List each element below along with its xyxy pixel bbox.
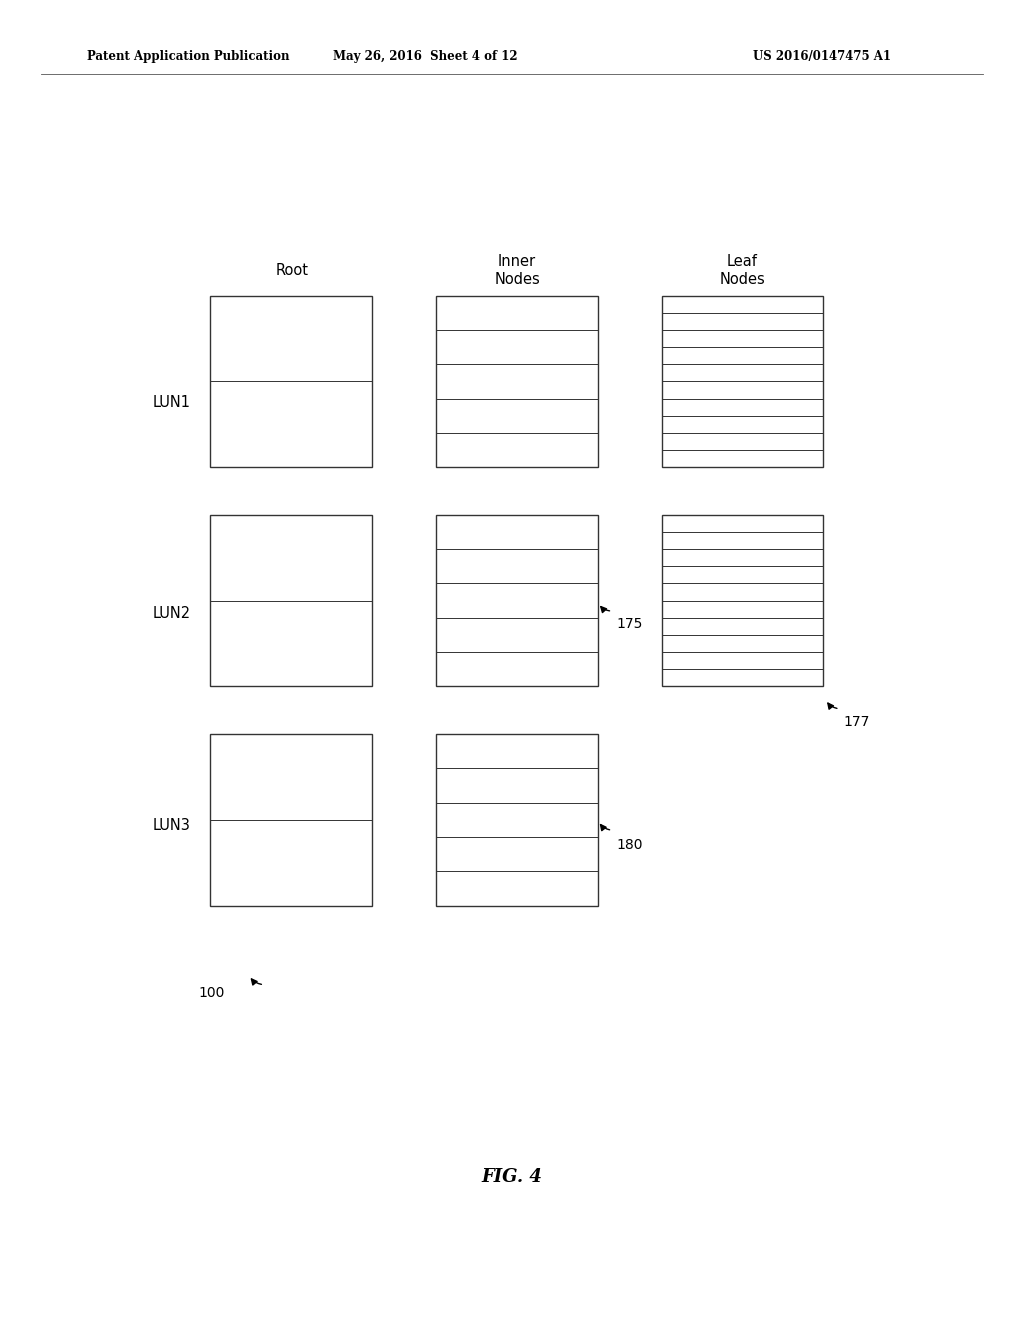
Text: Inner
Nodes: Inner Nodes	[495, 255, 540, 286]
Text: Leaf
Nodes: Leaf Nodes	[720, 255, 765, 286]
Bar	[662, 296, 823, 467]
Text: 175: 175	[616, 618, 643, 631]
Text: 180: 180	[616, 838, 643, 851]
Text: 100: 100	[199, 986, 225, 999]
Text: FIG. 4: FIG. 4	[481, 1168, 543, 1187]
Bar	[436, 734, 598, 906]
Bar	[210, 515, 372, 686]
Bar	[210, 296, 372, 467]
Bar	[436, 515, 598, 686]
Bar	[210, 734, 372, 906]
Bar	[662, 515, 823, 686]
Text: Root: Root	[275, 263, 308, 279]
Text: LUN2: LUN2	[153, 606, 191, 622]
Text: US 2016/0147475 A1: US 2016/0147475 A1	[753, 50, 891, 63]
Text: May 26, 2016  Sheet 4 of 12: May 26, 2016 Sheet 4 of 12	[333, 50, 517, 63]
Bar	[436, 296, 598, 467]
Text: LUN1: LUN1	[153, 395, 191, 411]
Text: LUN3: LUN3	[154, 817, 190, 833]
Text: Patent Application Publication: Patent Application Publication	[87, 50, 290, 63]
Text: 177: 177	[844, 715, 870, 729]
